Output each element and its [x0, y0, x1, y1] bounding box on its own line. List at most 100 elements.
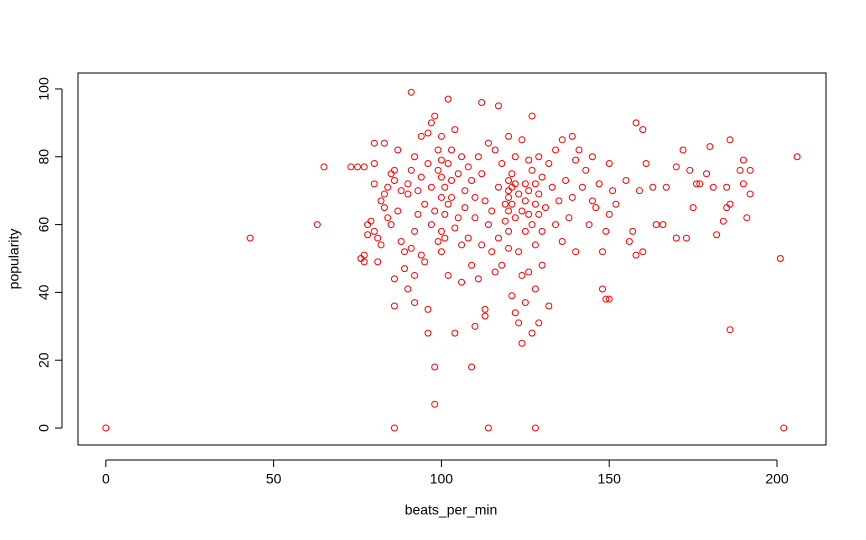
point: [444, 160, 452, 168]
point: [484, 139, 492, 147]
point: [528, 329, 536, 337]
point: [515, 248, 523, 256]
point: [468, 176, 476, 184]
point: [437, 132, 445, 140]
point: [505, 132, 513, 140]
point: [357, 254, 365, 262]
point: [417, 251, 425, 259]
point: [739, 180, 747, 188]
point: [461, 187, 469, 195]
point: [515, 319, 523, 327]
point: [682, 234, 690, 242]
point: [525, 268, 533, 276]
point: [672, 163, 680, 171]
point: [572, 156, 580, 164]
point: [370, 180, 378, 188]
y-tick-label: 40: [36, 284, 52, 300]
point: [390, 275, 398, 283]
point: [370, 139, 378, 147]
point: [464, 163, 472, 171]
point: [468, 261, 476, 269]
point: [511, 309, 519, 317]
point: [719, 217, 727, 225]
point: [505, 227, 513, 235]
point: [562, 176, 570, 184]
point: [706, 143, 714, 151]
point: [585, 221, 593, 229]
y-tick-label: 80: [36, 149, 52, 165]
point: [521, 299, 529, 307]
point: [367, 217, 375, 225]
point: [434, 166, 442, 174]
point: [599, 285, 607, 293]
point: [481, 312, 489, 320]
point: [421, 258, 429, 266]
point: [364, 221, 372, 229]
x-tick-label: 200: [765, 471, 789, 487]
point: [558, 136, 566, 144]
point: [454, 170, 462, 178]
point: [726, 136, 734, 144]
point: [447, 146, 455, 154]
point: [320, 163, 328, 171]
point: [511, 180, 519, 188]
point: [441, 183, 449, 191]
point: [531, 285, 539, 293]
point: [746, 166, 754, 174]
point: [508, 292, 516, 300]
point: [397, 187, 405, 195]
point: [639, 126, 647, 134]
point: [404, 285, 412, 293]
point: [511, 214, 519, 222]
point: [246, 234, 254, 242]
point: [582, 166, 590, 174]
point: [545, 302, 553, 310]
point: [780, 424, 788, 432]
point: [364, 231, 372, 239]
point: [515, 190, 523, 198]
point: [552, 221, 560, 229]
point: [599, 248, 607, 256]
x-tick-label: 0: [102, 471, 110, 487]
point: [474, 275, 482, 283]
point: [505, 187, 513, 195]
point: [360, 163, 368, 171]
point: [508, 170, 516, 178]
point: [102, 424, 110, 432]
point: [414, 210, 422, 218]
point: [521, 180, 529, 188]
point: [494, 183, 502, 191]
point: [652, 221, 660, 229]
point: [498, 261, 506, 269]
point: [494, 234, 502, 242]
point: [404, 180, 412, 188]
point: [374, 234, 382, 242]
point: [632, 251, 640, 259]
point: [649, 183, 657, 191]
point: [703, 170, 711, 178]
point: [444, 271, 452, 279]
point: [535, 153, 543, 161]
point: [558, 238, 566, 246]
point: [488, 207, 496, 215]
point: [417, 173, 425, 181]
point: [471, 322, 479, 330]
point: [437, 227, 445, 235]
point: [642, 160, 650, 168]
point: [394, 146, 402, 154]
point: [447, 176, 455, 184]
point: [424, 305, 432, 313]
point: [390, 176, 398, 184]
point: [481, 197, 489, 205]
point: [370, 227, 378, 235]
point: [421, 200, 429, 208]
point: [605, 160, 613, 168]
point: [548, 183, 556, 191]
point: [505, 193, 513, 201]
point: [380, 204, 388, 212]
point: [525, 156, 533, 164]
point: [478, 241, 486, 249]
point: [491, 146, 499, 154]
point: [535, 210, 543, 218]
